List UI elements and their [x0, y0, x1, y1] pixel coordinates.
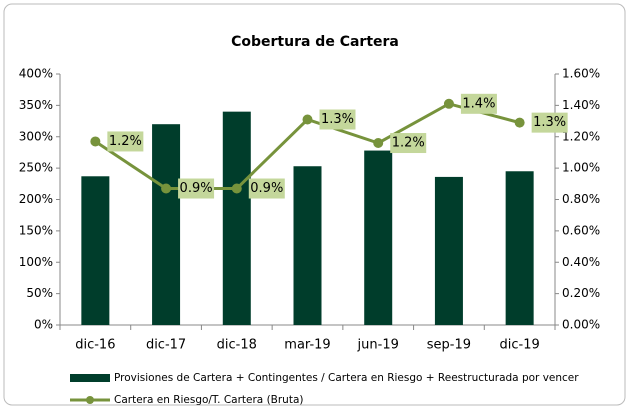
x-tick-label: dic-17 [146, 338, 186, 353]
y2-tick-label: 1.60% [562, 67, 600, 81]
y-tick-label: 200% [19, 192, 53, 206]
x-tick-label: sep-19 [427, 338, 471, 353]
y2-tick-label: 0.20% [562, 286, 600, 300]
data-label: 1.4% [462, 96, 495, 111]
y-tick-label: 150% [19, 223, 53, 237]
x-tick-label: mar-19 [284, 338, 330, 353]
data-label-box [248, 178, 285, 199]
data-label: 0.9% [180, 181, 213, 196]
y2-tick-label: 1.20% [562, 129, 600, 143]
data-label-box [460, 93, 497, 114]
y2-tick-label: 1.40% [562, 98, 600, 112]
y2-tick-label: 0.40% [562, 255, 600, 269]
bar [293, 166, 322, 325]
y-tick-label: 50% [26, 286, 53, 300]
x-tick-label: dic-19 [500, 338, 540, 353]
y-tick-label: 400% [19, 67, 53, 81]
data-label: 0.9% [250, 181, 283, 196]
y2-tick-label: 0.00% [562, 318, 600, 332]
y-tick-label: 250% [19, 161, 53, 175]
line-point [231, 183, 242, 194]
data-label: 1.2% [392, 136, 425, 151]
chart-title: Cobertura de Cartera [231, 34, 399, 50]
line-point [514, 117, 525, 128]
legend-label: Cartera en Riesgo/T. Cartera (Bruta) [114, 394, 303, 406]
x-tick-label: dic-16 [75, 338, 115, 353]
y-tick-label: 300% [19, 129, 53, 143]
bar [152, 124, 181, 325]
line-point [373, 138, 384, 149]
data-label-box [531, 112, 568, 133]
data-label-box [107, 131, 144, 152]
bar [222, 111, 251, 326]
data-label: 1.3% [533, 115, 566, 130]
bar [434, 176, 463, 325]
line-point [443, 98, 454, 109]
y2-tick-label: 0.80% [562, 192, 600, 206]
data-label-box [390, 133, 427, 154]
x-tick-label: jun-19 [357, 338, 399, 353]
y2-tick-label: 1.00% [562, 161, 600, 175]
legend-label: Provisiones de Cartera + Contingentes / … [114, 372, 579, 384]
y-tick-label: 0% [34, 318, 53, 332]
line-point [90, 136, 101, 147]
y-tick-label: 100% [19, 255, 53, 269]
line-point [302, 114, 313, 125]
data-label: 1.3% [321, 112, 354, 127]
data-label: 1.2% [109, 134, 142, 149]
line-point [161, 183, 172, 194]
data-label-box [319, 109, 356, 130]
bar [364, 150, 393, 325]
bar [81, 176, 110, 325]
y2-tick-label: 0.60% [562, 223, 600, 237]
bar [505, 171, 534, 325]
data-label-box [178, 178, 215, 199]
x-tick-label: dic-18 [217, 338, 257, 353]
legend-swatch-point [86, 396, 94, 404]
legend-swatch [70, 374, 110, 382]
y-tick-label: 350% [19, 98, 53, 112]
